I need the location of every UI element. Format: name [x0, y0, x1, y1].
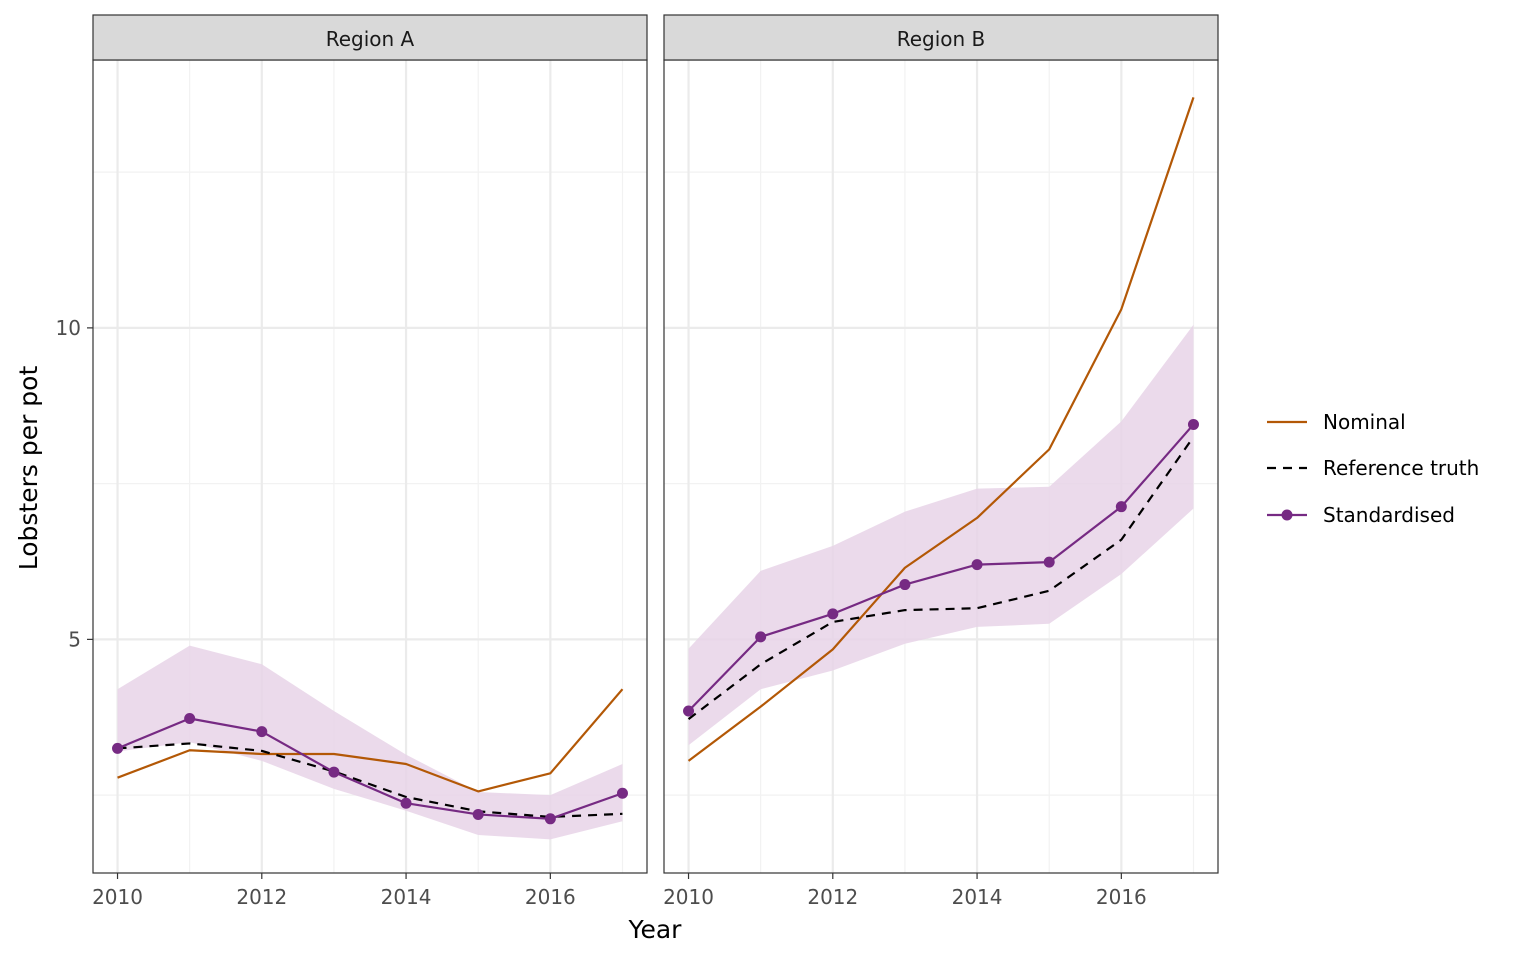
standardised-point	[971, 559, 983, 571]
series-nominal-line	[687, 97, 1195, 762]
facet-strip-label: Region A	[326, 27, 415, 51]
legend-key-point	[1281, 509, 1293, 521]
series-nominal-line	[117, 688, 624, 793]
x-tick-label: 2014	[381, 885, 432, 909]
legend-label-nominal: Nominal	[1323, 410, 1406, 434]
facet-strip-label: Region B	[897, 27, 986, 51]
standardised-point	[328, 766, 340, 778]
facet-strip	[92, 14, 648, 61]
x-tick-label: 2014	[952, 885, 1003, 909]
legend-label-reference: Reference truth	[1323, 456, 1479, 480]
x-tick-label: 2012	[236, 885, 287, 909]
series-reference-line	[687, 436, 1195, 720]
legend: Nominal Reference truth Standardised	[1267, 410, 1479, 527]
facet-strip	[663, 14, 1219, 61]
legend-label-standardised: Standardised	[1323, 503, 1455, 527]
x-axis-title: Year	[628, 915, 683, 944]
x-tick-label: 2016	[1096, 885, 1147, 909]
standardised-point	[827, 608, 839, 620]
x-tick-label: 2012	[807, 885, 858, 909]
facet-panel-1: Region A 2010 2012 2014 2016 5 10	[56, 14, 648, 909]
series-standardised-line	[687, 423, 1195, 712]
standardised-point	[544, 813, 556, 825]
standardised-point	[184, 712, 196, 724]
standardised-point	[683, 705, 695, 717]
x-tick-label: 2016	[525, 885, 576, 909]
standardised-point	[1043, 556, 1055, 568]
y-tick-label: 5	[68, 627, 81, 651]
confidence-band	[117, 645, 623, 840]
series-reference-line	[117, 742, 623, 819]
panels: Region A 2010 2012 2014 2016 5 10 Region B 2010 2…	[56, 14, 1219, 909]
standardised-point	[400, 797, 412, 809]
confidence-band	[688, 324, 1194, 746]
series-standardised-line	[117, 717, 623, 820]
standardised-point	[256, 726, 268, 738]
standardised-point	[755, 631, 767, 643]
standardised-point	[899, 579, 911, 591]
facet-panel-2: Region B 2010 2012 2014 2016	[663, 14, 1219, 909]
standardised-point	[112, 742, 124, 754]
y-axis-title: Lobsters per pot	[14, 366, 43, 571]
standardised-point	[1187, 418, 1199, 430]
standardised-point	[616, 787, 628, 799]
y-tick-label: 10	[56, 316, 81, 340]
x-tick-label: 2010	[663, 885, 714, 909]
x-tick-label: 2010	[92, 885, 143, 909]
standardised-point	[472, 808, 484, 820]
standardised-point	[1115, 501, 1127, 513]
